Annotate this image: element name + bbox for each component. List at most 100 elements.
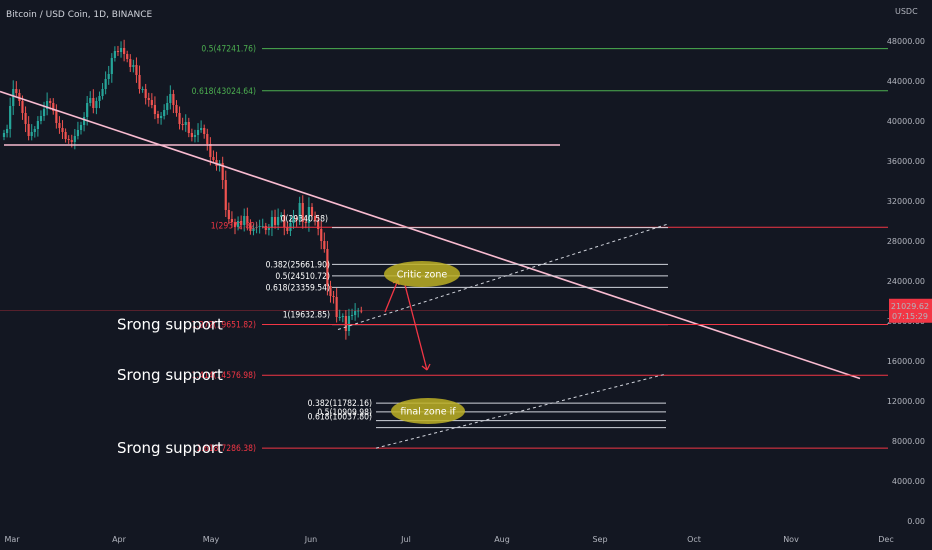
candle-body bbox=[277, 217, 280, 225]
candle-body bbox=[24, 113, 27, 124]
candle-body bbox=[138, 75, 141, 89]
candle-body bbox=[27, 124, 30, 136]
candle-body bbox=[5, 129, 9, 133]
fib-level-label: 0.5(10909.98) bbox=[317, 408, 372, 418]
candle-body bbox=[2, 133, 6, 137]
candle-body bbox=[175, 105, 178, 113]
candle-body bbox=[212, 157, 215, 160]
candle-body bbox=[347, 316, 351, 331]
candle-body bbox=[304, 222, 307, 223]
fib-level-label: 0.5(47241.76) bbox=[201, 45, 256, 55]
candle-body bbox=[335, 297, 338, 317]
candle-body bbox=[166, 103, 169, 110]
candle-body bbox=[236, 221, 240, 227]
candle-body bbox=[12, 89, 15, 106]
support-label: Srong support bbox=[117, 439, 223, 457]
candle-body bbox=[76, 130, 80, 136]
candle-body bbox=[67, 139, 70, 140]
fib-level-label: 0.382(25661.90) bbox=[266, 260, 330, 270]
candle-body bbox=[332, 296, 335, 297]
y-tick-label: 4000.00 bbox=[892, 477, 925, 486]
candle-body bbox=[203, 128, 206, 134]
time-axis[interactable]: Mar Apr May Jun Jul Aug Sep Oct Nov Dec bbox=[4, 535, 893, 544]
candle-body bbox=[255, 227, 258, 228]
candle-body bbox=[320, 229, 323, 241]
candle-body bbox=[55, 111, 58, 123]
candle-body bbox=[196, 130, 200, 135]
candle-body bbox=[258, 226, 261, 227]
drawings bbox=[0, 48, 888, 449]
candle-body bbox=[344, 316, 347, 331]
candle-body bbox=[172, 94, 175, 105]
candle-body bbox=[193, 135, 197, 137]
drawing-labels: 0.5(47241.76) 0.618(43024.64) 1(29372.82) 0… bbox=[117, 45, 456, 458]
y-tick-label: 44000.00 bbox=[887, 77, 925, 86]
candle-body bbox=[329, 286, 332, 296]
candle-body bbox=[209, 144, 212, 157]
y-tick-label: 36000.00 bbox=[887, 157, 925, 166]
candle-body bbox=[95, 101, 98, 108]
candle-body bbox=[283, 215, 286, 227]
x-tick-label: May bbox=[203, 535, 220, 544]
fib-level-label: 1(19632.85) bbox=[283, 311, 330, 321]
candle-body bbox=[246, 216, 249, 223]
fib-level-label: 0.618(10037.80) bbox=[308, 413, 372, 423]
candle-body bbox=[252, 228, 255, 231]
candle-body bbox=[301, 203, 304, 222]
candle-body bbox=[70, 140, 73, 142]
candle-body bbox=[89, 98, 92, 103]
fib-level-label: 0.618(43024.64) bbox=[192, 87, 256, 97]
y-tick-label: 16000.00 bbox=[887, 357, 925, 366]
candle-body bbox=[323, 241, 326, 249]
candle-body bbox=[350, 315, 354, 316]
price-axis[interactable]: USDC 48000.00 44000.00 40000.00 36000.00 3200… bbox=[887, 7, 932, 526]
candle-body bbox=[61, 128, 64, 132]
candle-body bbox=[156, 114, 160, 118]
price-badge-value: 21029.62 bbox=[891, 302, 929, 311]
candle-body bbox=[21, 101, 24, 113]
candle-body bbox=[42, 109, 46, 116]
candle-body bbox=[280, 215, 283, 217]
candle-body bbox=[33, 129, 36, 132]
y-tick-label: 28000.00 bbox=[887, 237, 925, 246]
candle-body bbox=[129, 59, 132, 67]
candle-body bbox=[110, 58, 113, 74]
candle-body bbox=[82, 117, 86, 125]
candle-body bbox=[286, 227, 289, 231]
axis-currency-label: USDC bbox=[895, 7, 918, 16]
price-badge bbox=[889, 298, 932, 323]
descending-trendline bbox=[0, 90, 861, 380]
candle-body bbox=[184, 122, 187, 125]
x-tick-label: Dec bbox=[878, 535, 893, 544]
candle-body bbox=[354, 311, 357, 315]
critic-zone-label: Critic zone bbox=[397, 270, 448, 281]
fib-level-label: 0.618(23359.54) bbox=[266, 283, 330, 293]
candle-body bbox=[273, 217, 277, 225]
chart-title: Bitcoin / USD Coin, 1D, BINANCE bbox=[6, 10, 153, 20]
candle-body bbox=[119, 48, 123, 52]
x-tick-label: Mar bbox=[4, 535, 20, 544]
candle-body bbox=[52, 103, 55, 111]
x-tick-label: Oct bbox=[687, 535, 701, 544]
dashed-channel-lower bbox=[375, 373, 667, 449]
fib-level-label: 1.414(14576.98) bbox=[192, 371, 256, 381]
fib-level-label: 1.618(7286.38) bbox=[197, 444, 256, 454]
candle-body bbox=[326, 249, 329, 286]
dashed-channel-upper bbox=[337, 223, 669, 330]
x-tick-label: Sep bbox=[592, 535, 607, 544]
candle-body bbox=[18, 93, 21, 101]
candle-body bbox=[187, 122, 190, 133]
candle-body bbox=[267, 228, 270, 230]
candles bbox=[2, 39, 363, 340]
y-tick-label: 12000.00 bbox=[887, 397, 925, 406]
fib-level-label: 1(29372.82) bbox=[211, 221, 258, 231]
candle-body bbox=[270, 217, 274, 228]
candle-body bbox=[221, 163, 224, 180]
candle-body bbox=[73, 136, 76, 142]
x-tick-label: Aug bbox=[494, 535, 510, 544]
candle-body bbox=[9, 106, 12, 129]
candle-body bbox=[46, 101, 49, 109]
candle-body bbox=[49, 101, 52, 103]
y-tick-label: 32000.00 bbox=[887, 197, 925, 206]
